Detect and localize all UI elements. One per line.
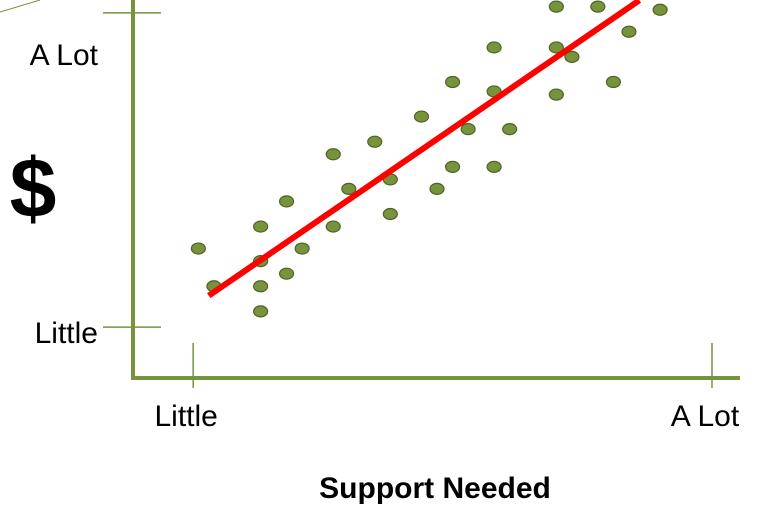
- point: [460, 123, 476, 136]
- point: [413, 110, 430, 123]
- trend-line: [207, 0, 642, 299]
- point: [190, 242, 206, 255]
- point: [382, 207, 398, 221]
- point: [621, 25, 637, 38]
- x-axis-label: Support Needed: [319, 472, 551, 505]
- point: [486, 41, 502, 54]
- point: [564, 50, 580, 63]
- point: [253, 220, 269, 233]
- point: [294, 242, 310, 255]
- point: [652, 3, 668, 16]
- point: [341, 182, 357, 195]
- decoration: [0, 0, 41, 13]
- point: [325, 148, 341, 161]
- point: [253, 280, 269, 293]
- x-tick-label: Little: [154, 400, 217, 433]
- point: [278, 267, 295, 280]
- point: [590, 0, 606, 13]
- point: [548, 0, 564, 13]
- point: [325, 220, 341, 233]
- y-tick-label: Little: [35, 317, 98, 350]
- point: [444, 160, 461, 173]
- point: [429, 182, 445, 195]
- point: [502, 123, 518, 136]
- point: [486, 160, 502, 173]
- point: [605, 75, 622, 89]
- point: [278, 195, 295, 208]
- y-axis-label: $: [10, 141, 57, 235]
- point: [444, 75, 461, 89]
- point: [253, 305, 269, 318]
- point: [367, 135, 383, 148]
- point: [548, 88, 564, 101]
- x-tick-label: A Lot: [671, 400, 740, 433]
- point: [548, 41, 564, 54]
- y-tick-label: A Lot: [30, 39, 99, 72]
